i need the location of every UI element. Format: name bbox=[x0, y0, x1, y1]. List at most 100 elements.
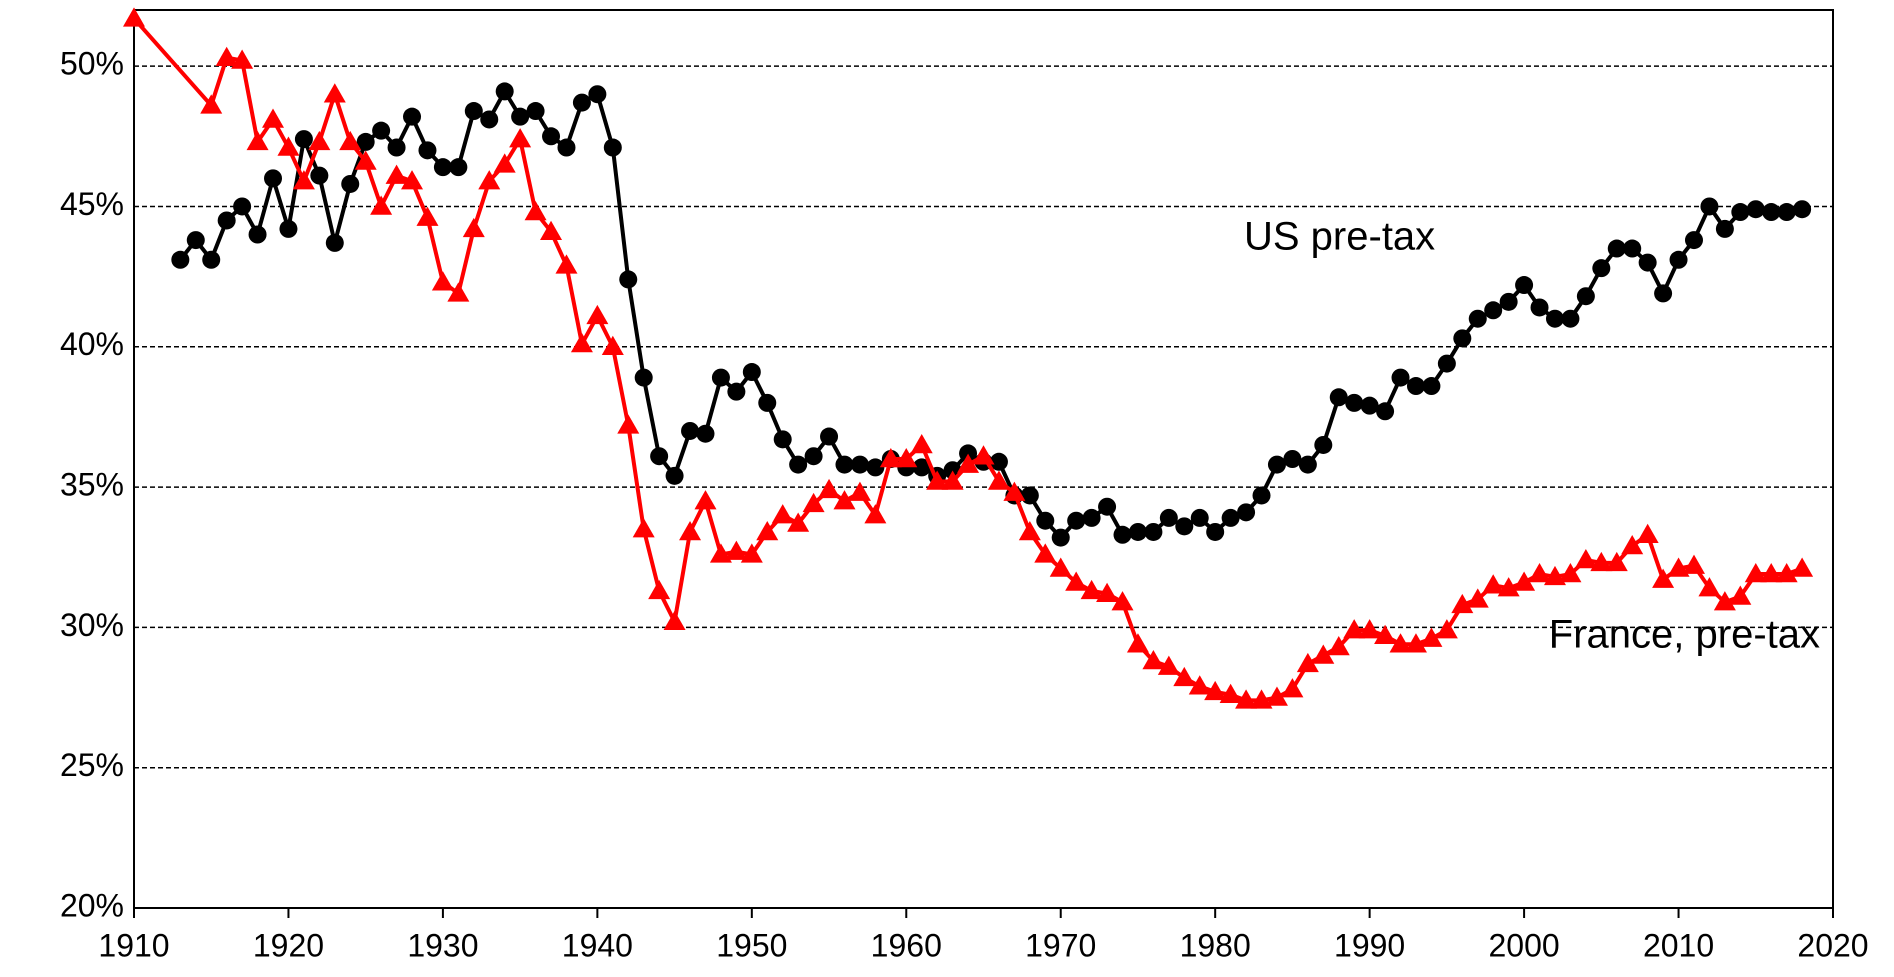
marker bbox=[663, 610, 686, 631]
marker bbox=[1574, 549, 1597, 569]
marker bbox=[632, 518, 655, 538]
x-tick-label: 2020 bbox=[1797, 927, 1868, 963]
marker bbox=[959, 444, 978, 463]
marker bbox=[572, 93, 591, 112]
marker bbox=[215, 46, 238, 66]
marker bbox=[727, 382, 746, 401]
marker bbox=[789, 455, 808, 474]
marker bbox=[895, 448, 918, 468]
marker bbox=[926, 470, 949, 490]
marker bbox=[1219, 683, 1242, 703]
marker bbox=[1098, 497, 1117, 516]
x-tick-label: 1950 bbox=[716, 927, 787, 963]
marker bbox=[308, 130, 331, 151]
marker bbox=[248, 225, 267, 244]
marker bbox=[1654, 284, 1673, 303]
marker bbox=[1157, 655, 1180, 675]
marker bbox=[1034, 543, 1057, 563]
marker bbox=[1636, 523, 1659, 544]
y-tick-label: 50% bbox=[60, 46, 124, 82]
marker bbox=[1391, 368, 1410, 387]
marker bbox=[478, 170, 501, 190]
marker bbox=[387, 138, 406, 157]
y-tick-label: 20% bbox=[60, 887, 124, 923]
marker bbox=[879, 448, 902, 468]
marker bbox=[1543, 565, 1566, 586]
marker bbox=[1715, 219, 1734, 238]
marker bbox=[679, 520, 702, 541]
marker bbox=[264, 169, 283, 188]
marker bbox=[802, 492, 825, 513]
marker bbox=[1744, 563, 1767, 583]
marker bbox=[619, 270, 638, 289]
marker bbox=[1700, 197, 1719, 216]
marker bbox=[1250, 689, 1273, 709]
marker bbox=[1374, 624, 1397, 645]
marker bbox=[370, 195, 393, 215]
marker bbox=[341, 174, 360, 193]
marker bbox=[540, 220, 563, 240]
marker bbox=[1190, 508, 1209, 527]
marker bbox=[740, 543, 763, 563]
marker bbox=[1729, 585, 1752, 605]
marker bbox=[202, 250, 221, 269]
x-tick-label: 2000 bbox=[1488, 927, 1559, 963]
marker bbox=[1791, 557, 1814, 577]
marker bbox=[1314, 435, 1333, 454]
marker bbox=[262, 108, 285, 128]
marker bbox=[1358, 619, 1381, 639]
marker bbox=[989, 452, 1008, 471]
marker bbox=[464, 102, 483, 121]
marker bbox=[431, 271, 454, 291]
marker bbox=[957, 453, 980, 473]
marker bbox=[325, 233, 344, 252]
marker bbox=[1126, 633, 1149, 653]
marker bbox=[1082, 508, 1101, 527]
marker bbox=[462, 217, 485, 238]
marker bbox=[1607, 239, 1626, 258]
marker bbox=[1499, 292, 1518, 311]
marker bbox=[557, 138, 576, 157]
marker bbox=[1128, 522, 1147, 541]
marker bbox=[1484, 301, 1503, 320]
x-tick-label: 1970 bbox=[1025, 927, 1096, 963]
marker bbox=[694, 490, 717, 510]
marker bbox=[1065, 571, 1088, 591]
marker bbox=[1096, 582, 1119, 602]
marker bbox=[1515, 276, 1534, 295]
marker bbox=[1283, 450, 1302, 468]
marker bbox=[480, 110, 499, 129]
marker bbox=[1312, 644, 1335, 664]
marker bbox=[1404, 633, 1427, 653]
marker bbox=[756, 520, 779, 541]
marker bbox=[1159, 508, 1178, 527]
marker bbox=[1252, 486, 1271, 505]
marker bbox=[1667, 557, 1690, 577]
marker bbox=[1235, 689, 1258, 709]
marker bbox=[1713, 591, 1736, 611]
marker bbox=[1111, 591, 1134, 611]
marker bbox=[1561, 309, 1580, 328]
marker bbox=[1051, 528, 1070, 547]
marker bbox=[586, 304, 609, 325]
marker bbox=[1036, 511, 1055, 530]
marker bbox=[787, 512, 810, 532]
y-tick-label: 35% bbox=[60, 467, 124, 503]
x-tick-label: 1920 bbox=[253, 927, 324, 963]
marker bbox=[771, 504, 794, 524]
x-tick-label: 1960 bbox=[871, 927, 942, 963]
marker bbox=[1530, 298, 1549, 317]
marker bbox=[1453, 329, 1472, 348]
marker bbox=[910, 433, 933, 454]
marker bbox=[941, 470, 964, 490]
marker bbox=[1605, 551, 1628, 572]
marker bbox=[709, 543, 732, 563]
marker bbox=[1298, 455, 1317, 474]
marker bbox=[1142, 650, 1165, 670]
marker bbox=[648, 579, 671, 600]
marker bbox=[1669, 250, 1688, 269]
marker bbox=[433, 158, 452, 177]
marker bbox=[1559, 563, 1582, 583]
marker bbox=[1327, 636, 1350, 656]
marker bbox=[848, 481, 871, 501]
